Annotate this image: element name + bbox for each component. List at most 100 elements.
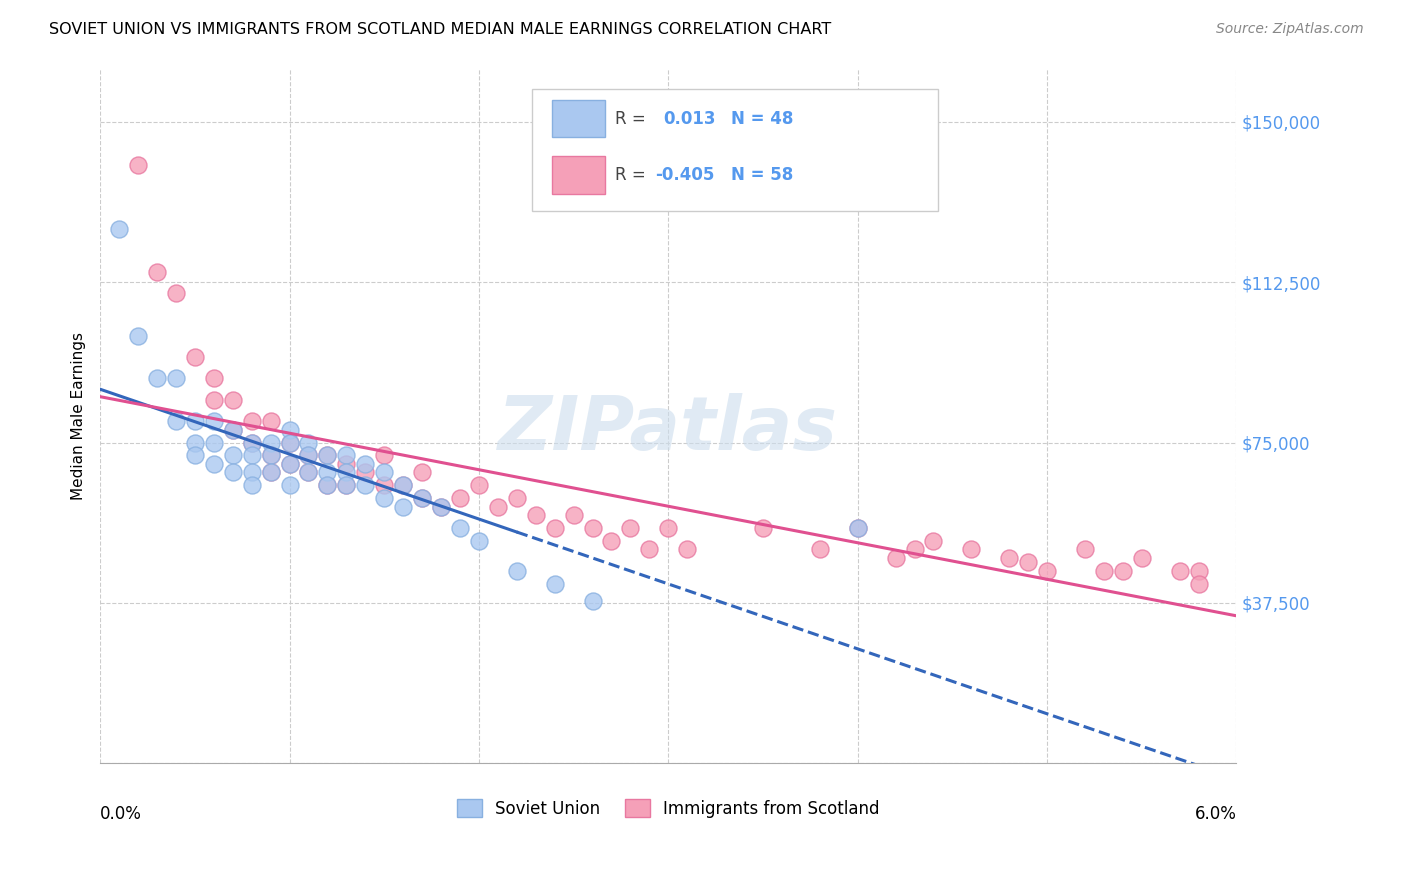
Y-axis label: Median Male Earnings: Median Male Earnings xyxy=(72,332,86,500)
Point xyxy=(354,466,377,480)
Point xyxy=(127,158,149,172)
Point xyxy=(259,466,281,480)
Point xyxy=(316,448,339,462)
Point xyxy=(222,466,245,480)
Point xyxy=(619,521,641,535)
Text: R =: R = xyxy=(616,166,647,184)
Text: 0.013: 0.013 xyxy=(664,110,716,128)
Point xyxy=(468,478,491,492)
Point xyxy=(278,457,301,471)
Point xyxy=(884,551,907,566)
Point xyxy=(184,448,207,462)
Point xyxy=(392,478,415,492)
Point xyxy=(108,222,131,236)
Point xyxy=(184,435,207,450)
Point xyxy=(581,521,603,535)
Point xyxy=(676,542,699,557)
Point xyxy=(808,542,831,557)
Point xyxy=(1092,564,1115,578)
Point xyxy=(297,435,319,450)
Point xyxy=(316,448,339,462)
Point xyxy=(165,414,187,428)
Point xyxy=(278,457,301,471)
Point xyxy=(240,466,263,480)
Point xyxy=(1187,576,1209,591)
Point xyxy=(373,491,395,505)
Point xyxy=(335,478,357,492)
Point xyxy=(335,466,357,480)
Point xyxy=(430,500,453,514)
Point xyxy=(1112,564,1135,578)
Point xyxy=(278,435,301,450)
Point xyxy=(411,491,433,505)
Point xyxy=(259,448,281,462)
Point xyxy=(146,371,169,385)
Legend: Soviet Union, Immigrants from Scotland: Soviet Union, Immigrants from Scotland xyxy=(450,793,887,824)
Point xyxy=(1074,542,1097,557)
Point xyxy=(335,478,357,492)
Point xyxy=(222,392,245,407)
Point xyxy=(316,478,339,492)
Point xyxy=(600,533,623,548)
Point xyxy=(1187,564,1209,578)
Point xyxy=(543,521,565,535)
Point xyxy=(259,448,281,462)
Point xyxy=(335,457,357,471)
Point xyxy=(846,521,869,535)
Text: SOVIET UNION VS IMMIGRANTS FROM SCOTLAND MEDIAN MALE EARNINGS CORRELATION CHART: SOVIET UNION VS IMMIGRANTS FROM SCOTLAND… xyxy=(49,22,831,37)
Point xyxy=(202,457,225,471)
Point xyxy=(222,423,245,437)
Point xyxy=(581,593,603,607)
Point xyxy=(297,448,319,462)
Point xyxy=(524,508,547,523)
Point xyxy=(259,414,281,428)
Point xyxy=(202,435,225,450)
Point xyxy=(184,414,207,428)
Point xyxy=(202,414,225,428)
Point xyxy=(392,478,415,492)
Point xyxy=(278,478,301,492)
Point xyxy=(960,542,983,557)
Point xyxy=(411,491,433,505)
Point xyxy=(543,576,565,591)
Text: N = 58: N = 58 xyxy=(731,166,793,184)
Point xyxy=(240,435,263,450)
Point xyxy=(752,521,775,535)
Point xyxy=(373,448,395,462)
Point xyxy=(506,564,529,578)
Point xyxy=(430,500,453,514)
Point xyxy=(335,448,357,462)
Point xyxy=(240,448,263,462)
Text: Source: ZipAtlas.com: Source: ZipAtlas.com xyxy=(1216,22,1364,37)
Point xyxy=(638,542,661,557)
Point xyxy=(240,414,263,428)
Point xyxy=(562,508,585,523)
Point xyxy=(184,350,207,364)
Text: 6.0%: 6.0% xyxy=(1195,805,1236,822)
Point xyxy=(506,491,529,505)
Point xyxy=(165,371,187,385)
Point xyxy=(373,466,395,480)
Point xyxy=(222,448,245,462)
Point xyxy=(657,521,679,535)
Point xyxy=(127,328,149,343)
Text: N = 48: N = 48 xyxy=(731,110,793,128)
Point xyxy=(316,466,339,480)
Text: -0.405: -0.405 xyxy=(655,166,714,184)
Text: R =: R = xyxy=(616,110,647,128)
Point xyxy=(297,448,319,462)
Point xyxy=(449,521,471,535)
Point xyxy=(411,466,433,480)
Text: ZIPatlas: ZIPatlas xyxy=(498,393,838,467)
Point xyxy=(278,423,301,437)
Point xyxy=(903,542,925,557)
Point xyxy=(1036,564,1059,578)
Text: 0.0%: 0.0% xyxy=(100,805,142,822)
Point xyxy=(259,466,281,480)
Point xyxy=(468,533,491,548)
Point xyxy=(202,392,225,407)
Point xyxy=(998,551,1021,566)
Point xyxy=(222,423,245,437)
Point xyxy=(316,478,339,492)
Point xyxy=(297,466,319,480)
